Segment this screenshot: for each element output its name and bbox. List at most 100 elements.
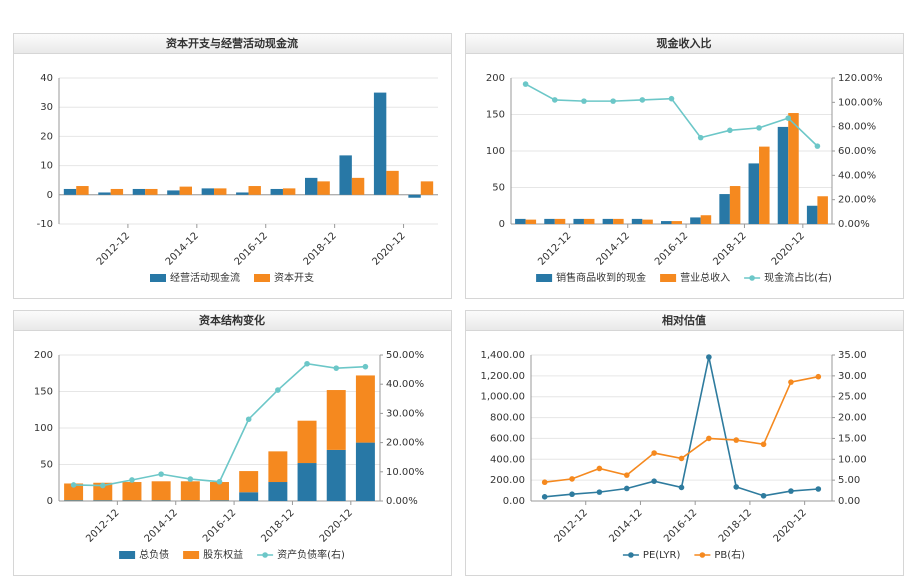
bar (700, 215, 712, 224)
y-tick-label: 1,200.00 (480, 371, 525, 382)
y-tick-label: 150 (486, 110, 505, 121)
bar (201, 188, 215, 195)
y-tick-label: 200.00 (490, 475, 525, 486)
legend-label: 经营活动现金流 (170, 271, 240, 284)
bar (145, 188, 158, 195)
line-marker (129, 477, 135, 483)
bar (690, 217, 701, 224)
legend: 销售商品收到的现金 营业总收入 现金流占比(右) (536, 271, 832, 284)
legend-swatch (150, 274, 166, 282)
y2-tick-label: 80.00% (838, 122, 876, 133)
bar (179, 186, 192, 195)
bar (386, 170, 399, 195)
bar (110, 188, 124, 195)
y2-tick-label: 0.00% (838, 219, 870, 230)
bar (236, 192, 249, 195)
panel-header (14, 34, 451, 53)
bar (326, 390, 346, 450)
y2-tick-label: 20.00% (838, 195, 876, 206)
bar (239, 492, 259, 501)
legend-swatch (628, 552, 634, 558)
line-marker (569, 491, 575, 498)
bar (351, 177, 365, 195)
panel-header (466, 311, 903, 330)
line-marker (697, 134, 704, 141)
line-marker (245, 416, 252, 423)
bar (93, 482, 113, 501)
line-marker (362, 363, 369, 370)
legend-label: 现金流占比(右) (764, 271, 832, 284)
bar (180, 481, 200, 501)
y2-tick-label: 0.00% (386, 496, 418, 507)
legend-label: PE(LYR) (643, 550, 681, 561)
bar (602, 218, 614, 224)
y2-tick-label: 100.00% (838, 97, 883, 108)
bar (373, 92, 387, 195)
y2-tick-label: 50.00% (386, 350, 424, 361)
bar (788, 113, 799, 224)
bar (355, 442, 375, 501)
bar (355, 375, 375, 443)
y2-tick-label: 10.00 (838, 454, 867, 465)
y2-tick-label: 60.00% (838, 146, 876, 157)
bar (777, 126, 789, 224)
legend-swatch (699, 552, 706, 558)
y2-tick-label: 20.00% (386, 438, 424, 449)
bar (759, 146, 770, 224)
legend-label: 资本开支 (274, 271, 314, 284)
panel-header (14, 311, 451, 330)
line-marker (275, 387, 281, 393)
line-marker (70, 482, 77, 488)
chart-title: 相对估值 (662, 313, 706, 327)
y2-tick-label: 20.00 (838, 413, 867, 424)
line-marker (216, 478, 223, 485)
legend-label: 总负债 (139, 548, 169, 561)
line-marker (756, 125, 762, 131)
bar (214, 188, 227, 195)
line-marker (569, 476, 575, 482)
line-marker (815, 373, 822, 380)
y-tick-label: 100 (34, 423, 53, 434)
y2-tick-label: 30.00% (386, 408, 424, 419)
legend-swatch (536, 274, 553, 282)
line-marker (158, 471, 164, 477)
line-marker (651, 450, 657, 456)
bar (806, 205, 818, 224)
bar (239, 471, 259, 493)
line-marker (668, 95, 675, 102)
bar (305, 177, 318, 195)
y-tick-label: 0 (499, 219, 505, 230)
chart-title: 资本结构变化 (199, 313, 265, 327)
legend-swatch (749, 275, 755, 281)
chart-panel: 现金收入比 0 50 100 150 200 0.00% 20.00% 40.00% 60.00%… (465, 33, 904, 299)
bar (151, 500, 171, 501)
bar (748, 163, 760, 224)
y2-tick-label: 120.00% (838, 73, 883, 84)
y-tick-label: 0 (47, 496, 53, 507)
y-tick-label: 100 (486, 146, 505, 157)
bar (122, 500, 142, 501)
line-marker (733, 484, 740, 490)
line-marker (815, 486, 822, 492)
line-marker (785, 115, 792, 121)
bar (132, 188, 146, 195)
bar (525, 219, 537, 224)
line-marker (788, 379, 794, 385)
line-marker (99, 482, 106, 489)
bar (642, 219, 653, 224)
y-tick-label: 0.00 (503, 496, 525, 507)
bar (408, 194, 421, 198)
y-tick-label: 200 (486, 73, 505, 84)
legend-label: 资产负债率(右) (277, 548, 345, 561)
chart-panel: 资本结构变化 0 50 100 150 200 0.00% 10.00% 20.00% 30.00… (13, 310, 452, 576)
line-marker (623, 485, 630, 492)
line-marker (610, 98, 616, 104)
bar (317, 181, 330, 195)
y-tick-label: 40 (40, 73, 53, 84)
y2-tick-label: 5.00 (838, 475, 860, 486)
line-marker (581, 98, 587, 104)
line-marker (814, 143, 821, 149)
y-tick-label: 1,400.00 (480, 350, 525, 361)
line-marker (596, 489, 603, 495)
